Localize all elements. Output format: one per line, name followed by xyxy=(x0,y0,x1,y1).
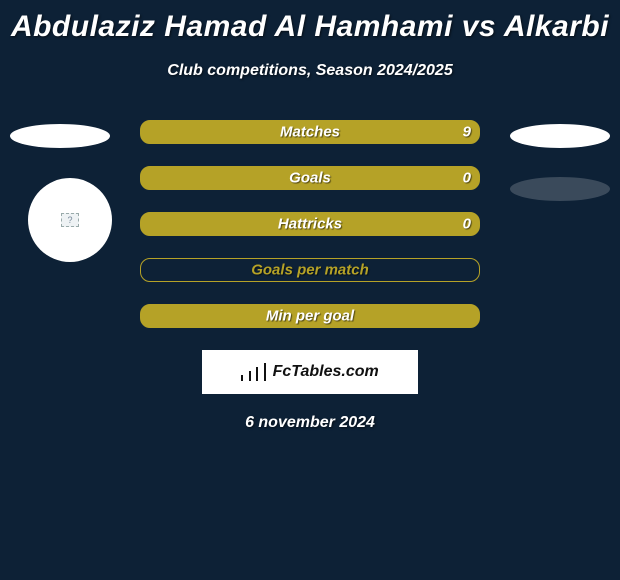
stat-label-goals: Goals xyxy=(289,170,331,187)
stat-row-goals-per-match: Goals per match xyxy=(140,258,480,282)
player-right-shadow-ellipse xyxy=(510,177,610,201)
player-right-ellipse xyxy=(510,124,610,148)
avatar-placeholder-mark: ? xyxy=(67,215,72,225)
stat-label-min-per-goal: Min per goal xyxy=(266,308,354,325)
stat-label-goals-per-match: Goals per match xyxy=(251,262,369,279)
avatar-placeholder-icon: ? xyxy=(61,213,79,227)
player-left-avatar: ? xyxy=(28,178,112,262)
player-left-ellipse xyxy=(10,124,110,148)
stats-container: Matches 9 Goals 0 Hattricks 0 Goals per … xyxy=(140,120,480,328)
stat-label-hattricks: Hattricks xyxy=(278,216,342,233)
stat-label-matches: Matches xyxy=(280,124,340,141)
stat-row-hattricks: Hattricks 0 xyxy=(140,212,480,236)
brand-text: FcTables.com xyxy=(273,363,379,381)
stat-value-matches: 9 xyxy=(463,124,471,141)
stat-row-goals: Goals 0 xyxy=(140,166,480,190)
footer-date: 6 november 2024 xyxy=(0,414,620,432)
page-title: Abdulaziz Hamad Al Hamhami vs Alkarbi xyxy=(0,0,620,44)
stat-row-matches: Matches 9 xyxy=(140,120,480,144)
stat-value-goals: 0 xyxy=(463,170,471,187)
stat-row-min-per-goal: Min per goal xyxy=(140,304,480,328)
page-subtitle: Club competitions, Season 2024/2025 xyxy=(0,62,620,80)
brand-card[interactable]: FcTables.com xyxy=(202,350,418,394)
brand-logo: FcTables.com xyxy=(241,363,378,381)
stat-value-hattricks: 0 xyxy=(463,216,471,233)
bars-icon xyxy=(241,363,266,381)
